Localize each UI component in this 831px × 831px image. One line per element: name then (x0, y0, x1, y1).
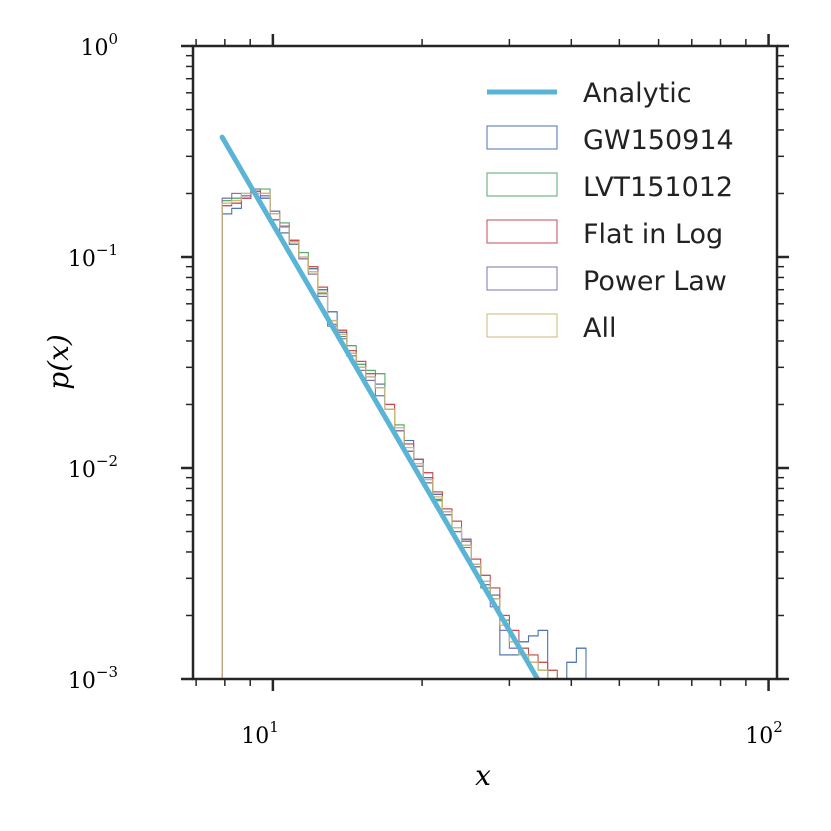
legend: Analytic GW150914 LVT151012 Flat in Log … (486, 78, 734, 344)
legend-swatch-power-law (486, 266, 558, 291)
histogram-outline (221, 190, 606, 679)
histogram-series-layer (221, 188, 606, 679)
histogram-outline (221, 192, 606, 679)
y-tick-label-1e-1: 10−1 (68, 241, 118, 272)
y-axis-label: p(x) (42, 334, 75, 390)
legend-swatch-flat-in-log (486, 219, 558, 244)
y-tick-label-1e-3: 10−3 (68, 663, 118, 694)
legend-swatch-lvt151012 (486, 172, 558, 197)
histogram-flat-in-log (221, 190, 606, 679)
y-tick-label-1e-2: 10−2 (68, 452, 118, 483)
x-tick-label-1e1: 101 (241, 718, 279, 749)
histogram-lvt151012 (221, 188, 606, 679)
legend-label-flat-in-log: Flat in Log (583, 219, 723, 250)
y-tick-label-1e0: 100 (80, 30, 118, 61)
legend-swatch-gw150914 (486, 125, 558, 150)
histogram-power-law (221, 192, 606, 679)
analytic-line (219, 134, 541, 679)
histogram-outline (221, 188, 606, 679)
histogram-outline (221, 192, 606, 679)
histogram-gw150914 (221, 188, 606, 679)
histogram-all (221, 192, 606, 679)
x-axis-label: x (475, 759, 491, 792)
legend-label-gw150914: GW150914 (583, 125, 734, 156)
legend-label-power-law: Power Law (583, 266, 727, 297)
legend-label-all: All (583, 313, 616, 344)
histogram-outline (221, 188, 606, 679)
legend-label-analytic: Analytic (583, 78, 692, 109)
plot-frame (191, 44, 779, 681)
x-tick-label-1e2: 102 (745, 718, 783, 749)
legend-label-lvt151012: LVT151012 (583, 172, 733, 203)
analytic-line-layer (219, 134, 541, 679)
legend-swatch-all (486, 313, 558, 338)
